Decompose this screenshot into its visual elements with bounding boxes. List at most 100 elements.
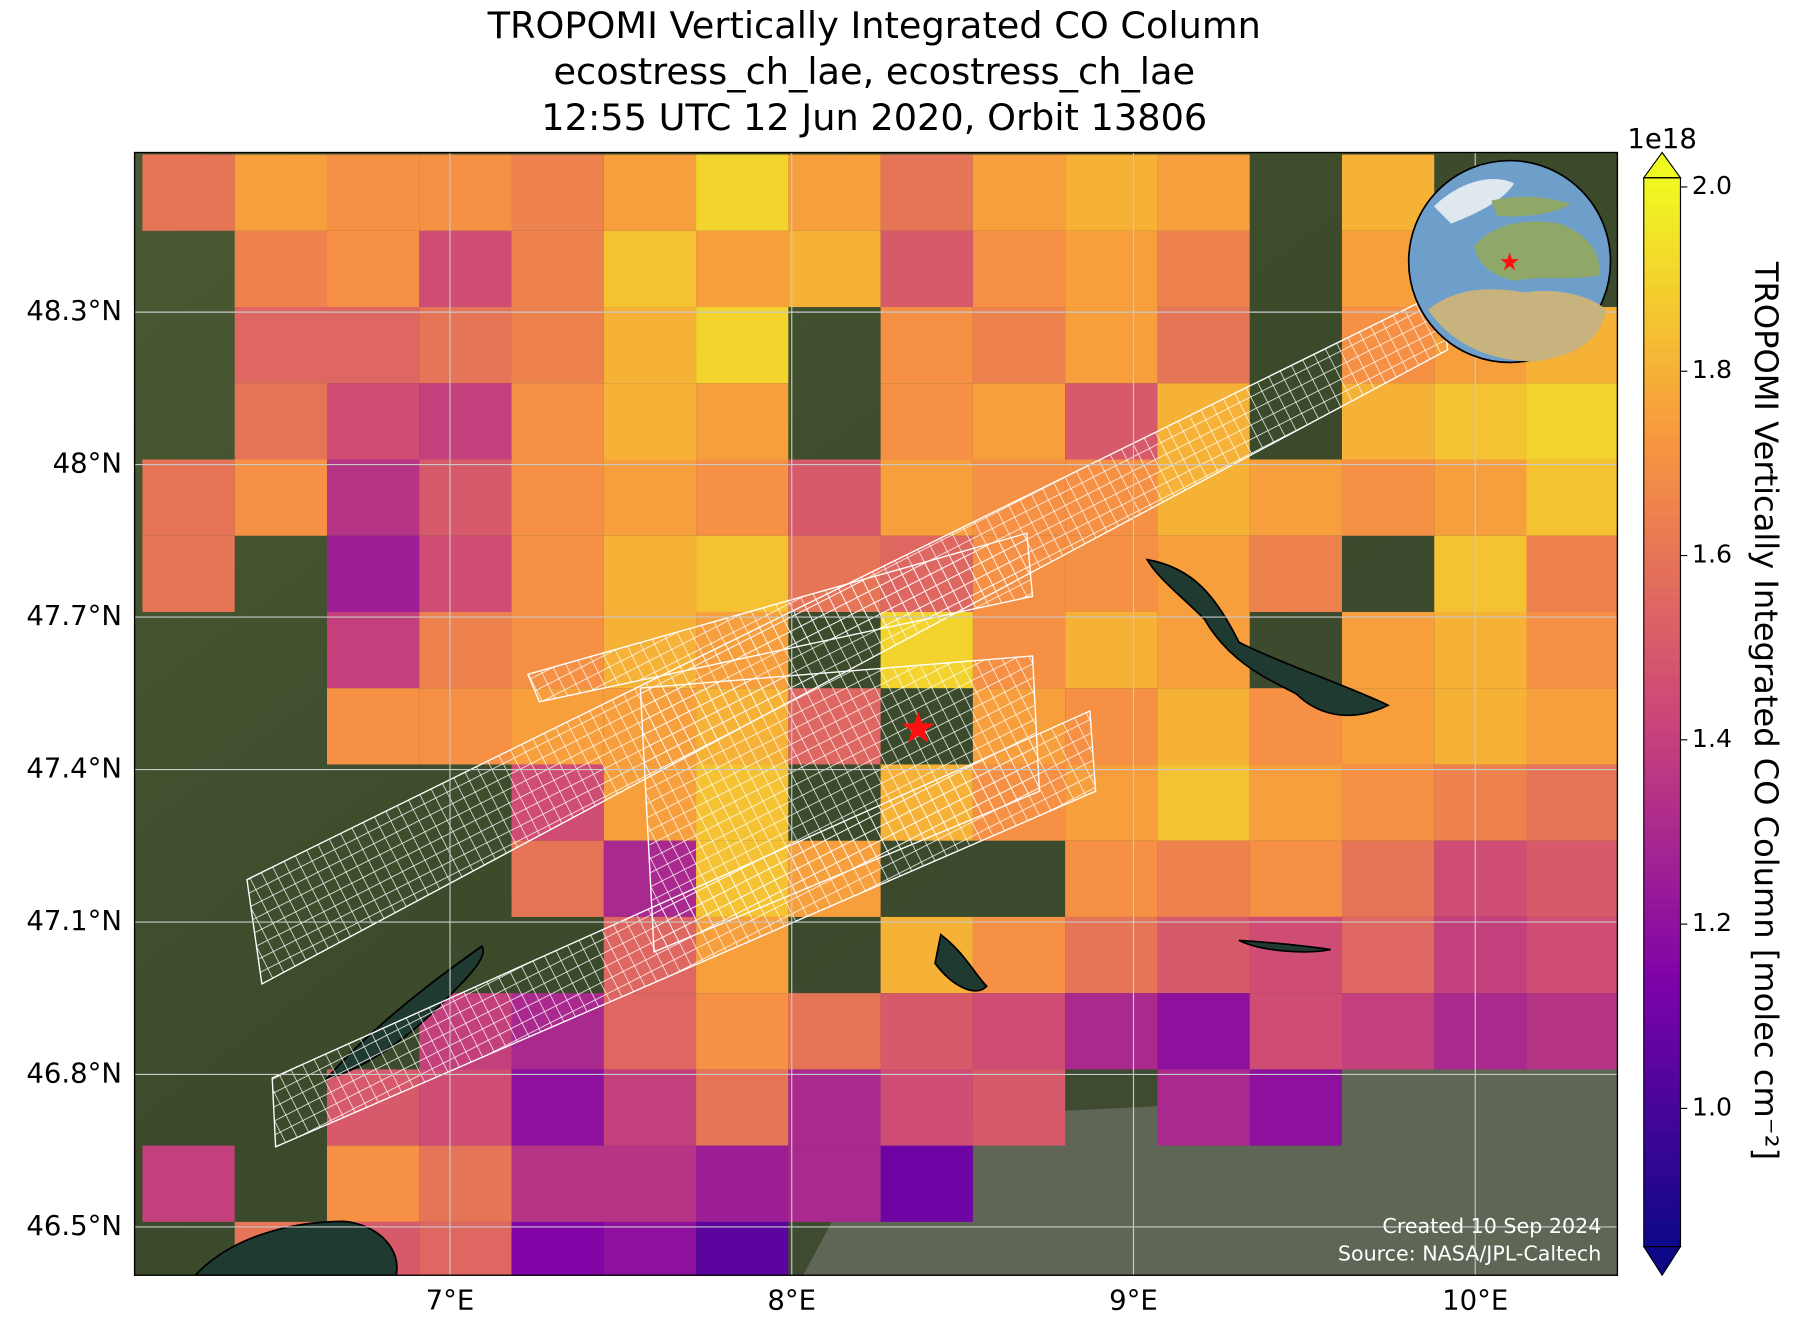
co-cell: [419, 383, 512, 460]
co-cell: [880, 1069, 973, 1146]
co-cell: [1434, 916, 1527, 994]
co-cell: [880, 307, 973, 384]
co-cell: [511, 535, 604, 612]
y-tick-label: 47.7°N: [26, 600, 122, 632]
colorbar-tick-label: 1.8: [1692, 355, 1732, 384]
co-cell: [419, 154, 512, 231]
colorbar-step: [1643, 266, 1681, 277]
colorbar-tick-label: 2.0: [1692, 171, 1732, 200]
co-cell: [696, 535, 789, 612]
y-tick-label: 46.5°N: [26, 1210, 122, 1242]
colorbar-step: [1643, 551, 1681, 562]
colorbar-step: [1643, 462, 1681, 473]
colorbar-step: [1643, 1210, 1681, 1221]
co-cell: [419, 1221, 512, 1276]
colorbar-step: [1643, 756, 1681, 767]
colorbar-step: [1643, 774, 1681, 785]
colorbar-step: [1643, 391, 1681, 402]
co-cell: [603, 1145, 697, 1222]
colorbar-step: [1643, 1068, 1681, 1079]
co-cell: [696, 1069, 789, 1146]
colorbar-step: [1643, 382, 1681, 393]
colorbar-step: [1643, 1166, 1681, 1177]
colorbar-step: [1643, 195, 1681, 206]
colorbar-tick-label: 1.0: [1692, 1092, 1732, 1121]
colorbar-step: [1643, 329, 1681, 339]
colorbar-step: [1643, 721, 1681, 731]
colorbar-step: [1643, 845, 1681, 856]
co-cell: [603, 1069, 697, 1146]
co-cell: [1249, 1069, 1342, 1146]
co-cell: [1157, 688, 1250, 765]
co-cell: [1526, 611, 1618, 689]
colorbar-step: [1643, 925, 1681, 936]
colorbar-step: [1643, 275, 1681, 286]
co-cell: [326, 230, 420, 308]
co-cell: [603, 154, 697, 231]
co-cell: [972, 916, 1066, 994]
colorbar-step: [1643, 177, 1681, 188]
colorbar-step: [1643, 961, 1681, 972]
co-cell: [419, 230, 512, 308]
co-cell: [603, 1221, 697, 1276]
co-cell: [880, 993, 973, 1070]
co-cell: [1341, 840, 1435, 917]
colorbar-step: [1643, 1023, 1681, 1034]
colorbar-step: [1643, 186, 1681, 197]
co-cell: [1065, 611, 1158, 689]
co-cell: [696, 230, 789, 308]
co-cell: [1434, 535, 1527, 612]
colorbar-frame: [1643, 177, 1682, 1248]
colorbar-step: [1643, 320, 1681, 330]
co-cell: [696, 459, 789, 536]
co-cell: [880, 383, 973, 460]
co-cell: [603, 307, 697, 384]
colorbar-step: [1643, 373, 1681, 384]
colorbar-step: [1643, 587, 1681, 598]
co-cell: [419, 459, 512, 536]
co-cell: [1434, 611, 1527, 689]
colorbar-step: [1643, 1121, 1681, 1132]
colorbar-step: [1643, 578, 1681, 589]
co-cell: [1434, 459, 1527, 536]
colorbar-step: [1643, 783, 1681, 794]
co-cell: [880, 1145, 973, 1222]
colorbar-step: [1643, 311, 1681, 321]
colorbar-step: [1643, 943, 1681, 954]
co-cell: [1249, 764, 1342, 841]
colorbar-step: [1643, 222, 1681, 232]
colorbar-step: [1643, 453, 1681, 464]
colorbar-step: [1643, 444, 1681, 455]
co-cell: [1341, 916, 1435, 994]
co-cell: [696, 383, 789, 460]
colorbar-step: [1643, 1112, 1681, 1123]
colorbar-step: [1643, 525, 1681, 535]
colorbar-step: [1643, 1050, 1681, 1061]
colorbar-step: [1643, 1148, 1681, 1159]
co-cell: [419, 307, 512, 384]
colorbar-step: [1643, 970, 1681, 981]
colorbar-step: [1643, 409, 1681, 419]
colorbar-step: [1643, 632, 1681, 642]
colorbar-step: [1643, 997, 1681, 1007]
colorbar-step: [1643, 685, 1681, 696]
co-cell: [511, 1069, 604, 1146]
co-cell: [603, 535, 697, 612]
colorbar-step: [1643, 1041, 1681, 1052]
co-cell: [419, 611, 512, 689]
co-cell: [326, 688, 420, 765]
co-cell: [696, 1145, 789, 1222]
co-cell: [1526, 535, 1618, 612]
colorbar-step: [1643, 863, 1681, 874]
colorbar-label: TROPOMI Vertically Integrated CO Column …: [1747, 261, 1785, 1160]
colorbar-step: [1643, 801, 1681, 811]
co-cell: [1526, 840, 1618, 917]
colorbar-step: [1643, 676, 1681, 687]
colorbar-step: [1643, 605, 1681, 615]
co-cell: [1249, 840, 1342, 917]
colorbar-step: [1643, 1175, 1681, 1185]
x-tick-label: 9°E: [1109, 1285, 1158, 1317]
co-cell: [972, 230, 1066, 308]
co-cell: [788, 154, 881, 231]
